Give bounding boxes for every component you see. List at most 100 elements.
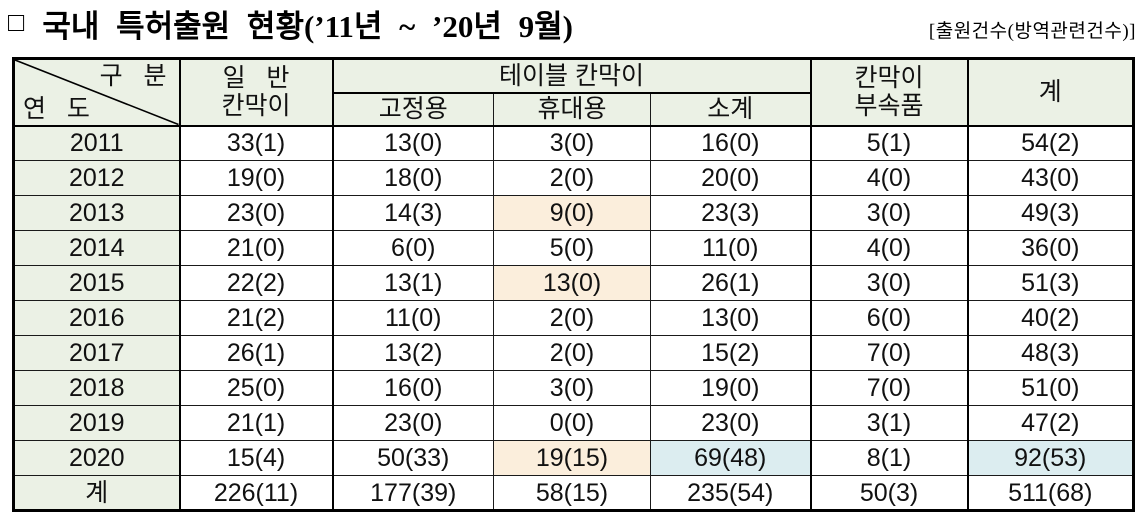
- header-fixed: 고정용: [332, 92, 494, 126]
- value-cell: 47(2): [966, 405, 1134, 441]
- value-cell: 11(0): [331, 300, 494, 336]
- header-gubun: 구 분: [99, 62, 167, 90]
- year-cell: 2018: [13, 370, 180, 406]
- header-partition-accessory: 칸막이 부속품: [810, 58, 969, 126]
- value-cell: 18(0): [331, 160, 494, 196]
- table-total-row: 계 226(11) 177(39) 58(15) 235(54) 50(3) 511(68): [13, 475, 1134, 511]
- year-cell: 2011: [13, 124, 180, 161]
- year-cell: 2017: [13, 335, 180, 371]
- value-cell: 3(0): [493, 370, 651, 406]
- value-cell: 5(1): [809, 124, 968, 161]
- value-cell: 92(53): [966, 440, 1134, 476]
- value-cell: 15(2): [650, 335, 811, 371]
- value-cell: 13(0): [493, 265, 651, 301]
- value-cell: 8(1): [809, 440, 968, 476]
- value-cell: 20(0): [650, 160, 811, 196]
- year-cell: 2012: [13, 160, 180, 196]
- value-cell: 3(1): [809, 405, 968, 441]
- diagonal-line: [15, 60, 179, 125]
- value-cell: 16(0): [650, 124, 811, 161]
- unit-label: [출원건수(방역관련건수)]: [928, 21, 1136, 42]
- value-cell: 21(1): [178, 405, 333, 441]
- value-cell: 226(11): [178, 475, 333, 511]
- value-cell: 13(0): [331, 124, 494, 161]
- value-cell: 48(3): [966, 335, 1134, 371]
- value-cell: 16(0): [331, 370, 494, 406]
- value-cell: 54(2): [966, 124, 1134, 161]
- value-cell: 23(0): [178, 195, 333, 231]
- value-cell: 19(0): [650, 370, 811, 406]
- value-cell: 40(2): [966, 300, 1134, 336]
- value-cell: 2(0): [493, 335, 651, 371]
- value-cell: 3(0): [809, 195, 968, 231]
- table-row: 2012 19(0) 18(0) 2(0) 20(0) 4(0) 43(0): [13, 160, 1134, 196]
- table-row: 2020 15(4) 50(33) 19(15) 69(48) 8(1) 92(53): [13, 440, 1134, 476]
- header-portable: 휴대용: [493, 92, 651, 126]
- value-cell: 23(0): [331, 405, 494, 441]
- value-cell: 58(15): [493, 475, 651, 511]
- year-cell: 2014: [13, 230, 180, 266]
- value-cell: 4(0): [809, 160, 968, 196]
- value-cell: 7(0): [809, 335, 968, 371]
- value-cell: 15(4): [178, 440, 333, 476]
- year-cell: 2016: [13, 300, 180, 336]
- value-cell: 36(0): [966, 230, 1134, 266]
- value-cell: 13(2): [331, 335, 494, 371]
- table-row: 2013 23(0) 14(3) 9(0) 23(3) 3(0) 49(3): [13, 195, 1134, 231]
- page-title: □ 국내 특허출원 현황(’11년 ~ ’20년 9월): [8, 1, 573, 46]
- value-cell: 51(0): [966, 370, 1134, 406]
- year-cell: 2013: [13, 195, 180, 231]
- value-cell: 23(3): [650, 195, 811, 231]
- table-row: 2019 21(1) 23(0) 0(0) 23(0) 3(1) 47(2): [13, 405, 1134, 441]
- value-cell: 50(3): [809, 475, 968, 511]
- value-cell: 26(1): [178, 335, 333, 371]
- header-general-partition: 일 반 칸막이: [178, 58, 334, 126]
- table-row: 2015 22(2) 13(1) 13(0) 26(1) 3(0) 51(3): [13, 265, 1134, 301]
- table-row: 2011 33(1) 13(0) 3(0) 16(0) 5(1) 54(2): [13, 124, 1134, 161]
- value-cell: 11(0): [650, 230, 811, 266]
- value-cell: 14(3): [331, 195, 494, 231]
- value-cell: 19(15): [493, 440, 651, 476]
- table-row: 2017 26(1) 13(2) 2(0) 15(2) 7(0) 48(3): [13, 335, 1134, 371]
- value-cell: 23(0): [650, 405, 811, 441]
- value-cell: 511(68): [966, 475, 1134, 511]
- value-cell: 21(0): [178, 230, 333, 266]
- header-yeondo: 연 도: [23, 94, 90, 123]
- value-cell: 6(0): [809, 300, 968, 336]
- header-table-partition-group: 테이블 칸막이: [332, 58, 812, 94]
- value-cell: 2(0): [493, 300, 651, 336]
- year-cell: 2015: [13, 265, 180, 301]
- year-cell: 2020: [13, 440, 180, 476]
- header-subtotal: 소계: [650, 92, 812, 126]
- value-cell: 5(0): [493, 230, 651, 266]
- table-row: 2014 21(0) 6(0) 5(0) 11(0) 4(0) 36(0): [13, 230, 1134, 266]
- value-cell: 235(54): [650, 475, 811, 511]
- value-cell: 13(0): [650, 300, 811, 336]
- value-cell: 3(0): [493, 124, 651, 161]
- value-cell: 33(1): [178, 124, 333, 161]
- value-cell: 0(0): [493, 405, 651, 441]
- value-cell: 51(3): [966, 265, 1134, 301]
- header-total: 계: [967, 58, 1134, 126]
- value-cell: 19(0): [178, 160, 333, 196]
- value-cell: 50(33): [331, 440, 494, 476]
- value-cell: 22(2): [178, 265, 333, 301]
- table-row: 2016 21(2) 11(0) 2(0) 13(0) 6(0) 40(2): [13, 300, 1134, 336]
- value-cell: 21(2): [178, 300, 333, 336]
- value-cell: 177(39): [331, 475, 494, 511]
- year-cell: 계: [13, 475, 180, 511]
- value-cell: 49(3): [966, 195, 1134, 231]
- year-cell: 2019: [13, 405, 180, 441]
- table-header: 구 분 연 도 일 반 칸막이 테이블 칸막이 칸막이 부속품 계 고정용 휴대…: [13, 58, 1134, 126]
- page-title-text: 국내 특허출원 현황(’11년 ~ ’20년 9월): [42, 9, 573, 44]
- value-cell: 7(0): [809, 370, 968, 406]
- value-cell: 43(0): [966, 160, 1134, 196]
- title-bar: □ 국내 특허출원 현황(’11년 ~ ’20년 9월) [출원건수(방역관련건…: [0, 0, 1144, 57]
- value-cell: 3(0): [809, 265, 968, 301]
- header-diagonal-cell: 구 분 연 도: [13, 58, 180, 126]
- value-cell: 4(0): [809, 230, 968, 266]
- table-body: 2011 33(1) 13(0) 3(0) 16(0) 5(1) 54(2) 2012 19(0…: [13, 124, 1134, 511]
- table-row: 2018 25(0) 16(0) 3(0) 19(0) 7(0) 51(0): [13, 370, 1134, 406]
- value-cell: 25(0): [178, 370, 333, 406]
